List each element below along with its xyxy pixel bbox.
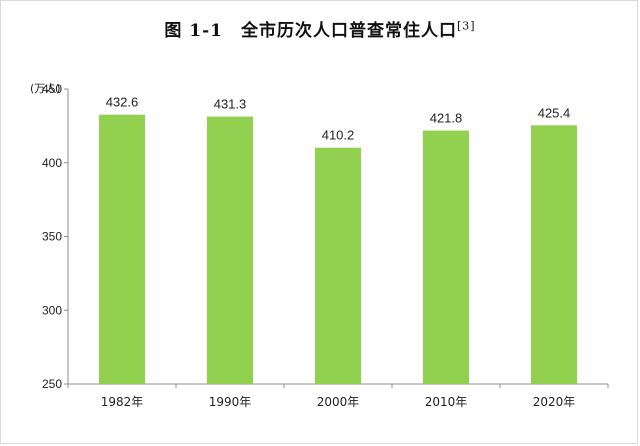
y-tick-label: 400 (42, 156, 62, 170)
x-category-label: 2010年 (425, 395, 468, 409)
bar (207, 117, 253, 384)
y-tick-label: 250 (42, 377, 62, 391)
bar-value-label: 410.2 (322, 128, 355, 143)
chart-bars (99, 115, 577, 384)
x-category-label: 1982年 (101, 395, 144, 409)
x-category-label: 2000年 (317, 395, 360, 409)
y-axis-unit-label: (万人) (30, 82, 61, 95)
y-tick-label: 300 (42, 303, 62, 317)
x-category-label: 2020年 (533, 395, 576, 409)
bar (531, 125, 577, 384)
bar-value-label: 432.6 (106, 95, 139, 110)
bar (99, 115, 145, 384)
bar-value-label: 431.3 (214, 97, 247, 112)
x-category-label: 1990年 (209, 395, 252, 409)
bar-value-label: 425.4 (538, 105, 571, 120)
y-tick-label: 350 (42, 230, 62, 244)
bar (423, 131, 469, 384)
bar-value-label: 421.8 (430, 111, 463, 126)
bar (315, 148, 361, 384)
